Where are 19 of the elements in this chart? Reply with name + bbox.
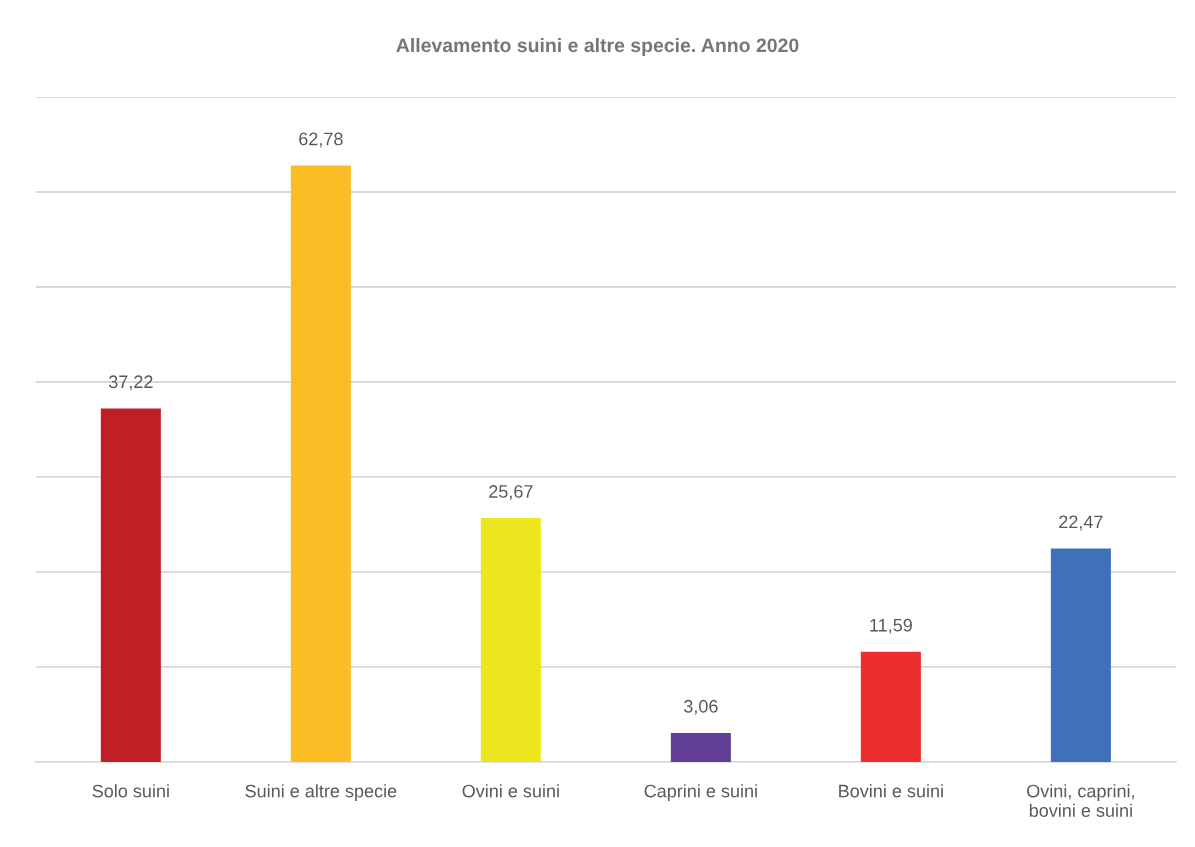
data-label: 37,22 xyxy=(108,375,153,391)
data-label: 3,06 xyxy=(683,699,718,715)
chart-title: Allevamento suini e altre specie. Anno 2020 xyxy=(396,37,799,57)
bar xyxy=(670,732,731,762)
x-tick-label: Caprini e suini xyxy=(644,784,757,802)
x-tick-label: Suini e altre specie xyxy=(245,784,397,802)
bar xyxy=(1050,548,1111,762)
x-tick-label: Bovini e suini xyxy=(839,784,943,798)
data-label: 22,47 xyxy=(1059,515,1103,531)
x-tick-label: Ovini e suini xyxy=(462,784,559,798)
x-tick-label: Solo suini xyxy=(92,784,169,798)
bar xyxy=(290,165,351,762)
bar xyxy=(860,651,921,762)
data-label: 11,59 xyxy=(870,618,912,634)
bar xyxy=(100,408,161,762)
bar xyxy=(480,518,541,762)
x-tick-label: Ovini, caprini, bovini e suini xyxy=(1027,784,1134,817)
data-label: 62,78 xyxy=(299,132,343,148)
data-label: 25,67 xyxy=(489,485,533,500)
